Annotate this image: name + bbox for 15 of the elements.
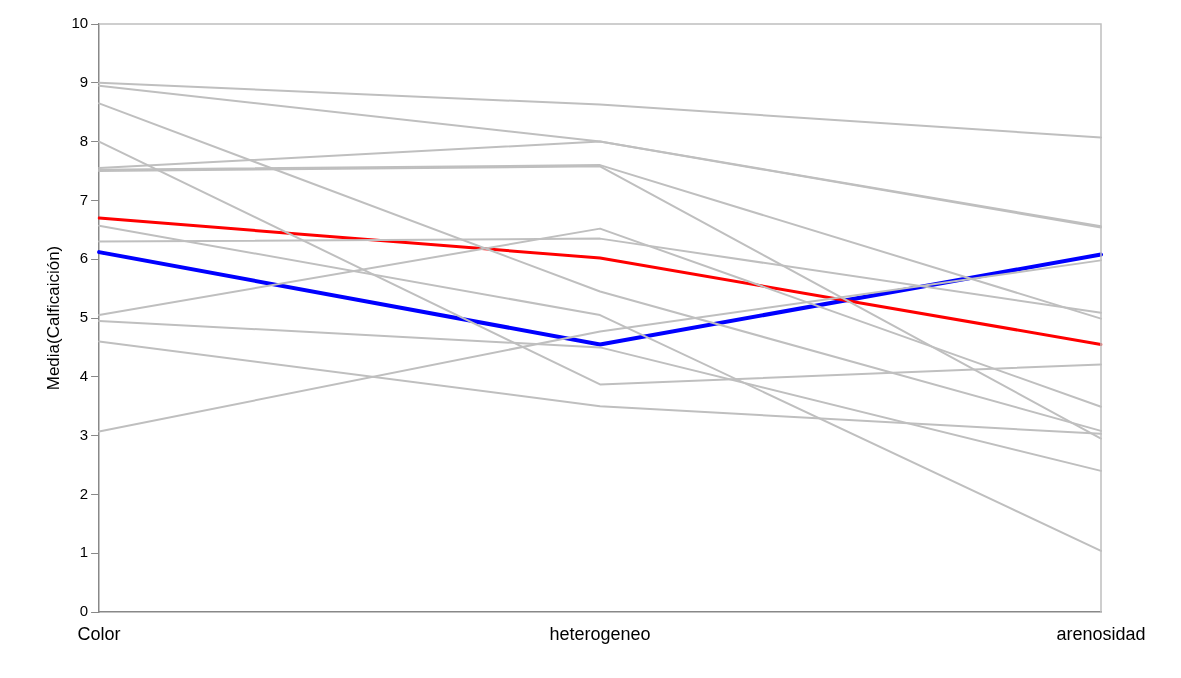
y-tick-label: 7 [79,190,89,208]
y-tick-label: 5 [79,308,89,326]
y-tick-label: 1 [79,543,89,561]
y-tick-label: 6 [79,249,89,267]
y-tick-label: 8 [79,131,89,149]
y-tick-label: 3 [79,425,89,443]
y-tick-label: 9 [79,72,89,90]
x-tick-label: arenosidad [1056,623,1146,644]
y-axis-title: Media(Calficaición) [43,245,63,391]
x-tick-label: Color [77,623,121,644]
y-tick-label: 4 [79,366,89,384]
y-tick-label: 0 [79,602,89,620]
y-tick-label: 10 [71,14,89,32]
y-tick-label: 2 [79,484,89,502]
x-tick-label: heterogeneo [549,623,651,644]
